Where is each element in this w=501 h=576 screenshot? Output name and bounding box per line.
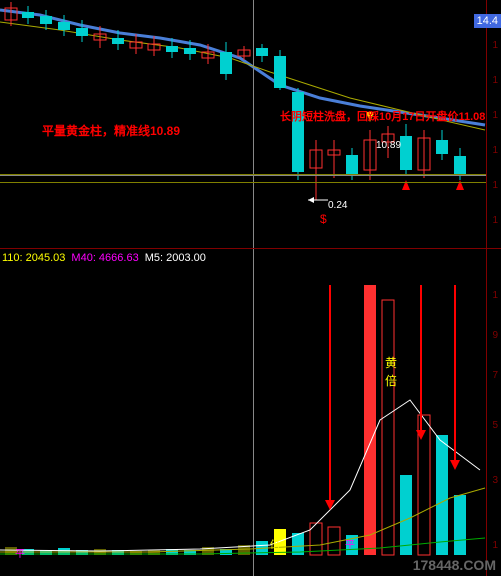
axis-tick-label: 1 <box>492 145 498 156</box>
axis-tick-label: 9 <box>492 330 498 341</box>
axis-tick-label: 1 <box>492 110 498 121</box>
arrow-head-icon <box>450 460 460 470</box>
arrow-head-icon <box>325 500 335 510</box>
trend-arrow <box>329 285 331 500</box>
volume-annotation: 平 <box>15 545 25 560</box>
volume-annotation: 倍 <box>385 372 397 389</box>
chart-annotation: 长阴短柱洗盘，回踩10月17日开盘价11.08 <box>280 108 485 124</box>
axis-tick-label: 1 <box>492 180 498 191</box>
indicator-value: M40: 4666.63 <box>71 252 138 264</box>
indicator-readout: 110: 2045.03 M40: 4666.63 M5: 2003.00 <box>2 252 212 264</box>
axis-tick-label: 1 <box>492 40 498 51</box>
volume-annotation: 黄 <box>385 354 397 371</box>
indicator-value: 110: 2045.03 <box>2 252 65 264</box>
axis-tick-label: 3 <box>492 475 498 486</box>
price-indicator-box: 14.4 <box>474 14 501 28</box>
support-line <box>0 182 486 183</box>
price-indicator-value: 14.4 <box>477 15 498 27</box>
axis-tick-label: 1 <box>492 215 498 226</box>
axis-tick-label: 1 <box>492 540 498 551</box>
volume-annotation: 平 <box>345 536 355 551</box>
volume-svg <box>0 265 501 576</box>
chart-annotation: 平量黄金柱，精准线10.89 <box>42 122 180 139</box>
volume-chart-panel[interactable] <box>0 265 501 576</box>
trend-arrow <box>454 285 456 460</box>
watermark: 178448.COM <box>413 557 496 573</box>
stock-chart-container: 14.4 平量黄金柱，精准线10.89 长阴短柱洗盘，回踩10月17日开盘价11.… <box>0 0 501 576</box>
indicator-value: M5: 2003.00 <box>145 252 206 264</box>
axis-tick-label: 1 <box>492 75 498 86</box>
panel-separator <box>0 248 501 249</box>
chart-annotation: $ <box>320 212 327 226</box>
axis-tick-label: 5 <box>492 420 498 431</box>
volume-annotation: 倍 <box>270 536 280 551</box>
chart-annotation: 10.89 <box>376 140 401 151</box>
axis-tick-label: 1 <box>492 290 498 301</box>
crosshair-horizontal <box>0 175 486 176</box>
support-line <box>0 174 486 175</box>
arrow-head-icon <box>416 430 426 440</box>
trend-arrow <box>420 285 422 430</box>
chart-annotation: 0.24 <box>328 200 347 211</box>
axis-tick-label: 7 <box>492 370 498 381</box>
